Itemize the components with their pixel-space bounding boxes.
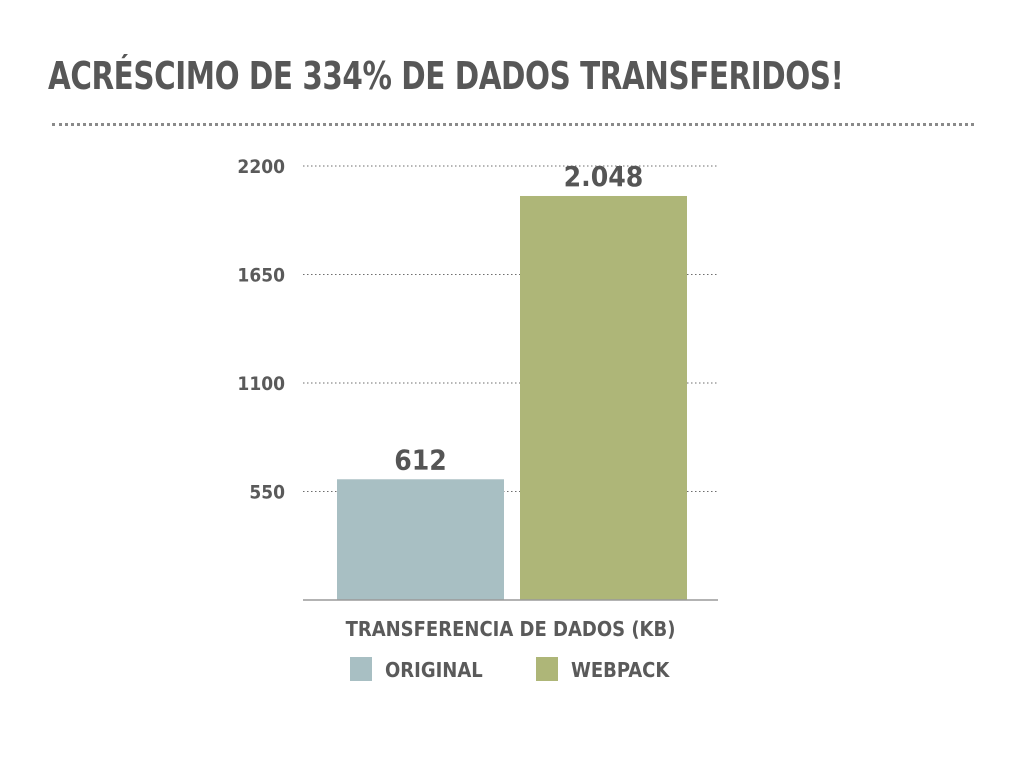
legend: ORIGINAL WEBPACK: [350, 657, 670, 682]
y-tick-label: 2200: [237, 156, 285, 178]
y-tick-label: 1650: [237, 265, 285, 287]
legend-label-webpack: WEBPACK: [571, 658, 670, 682]
legend-swatch-webpack: [536, 657, 558, 681]
y-tick-label: 550: [249, 482, 285, 504]
y-tick-label: 1100: [237, 373, 285, 395]
data-label-webpack: 2.048: [564, 160, 644, 193]
data-label-original: 612: [394, 443, 447, 476]
y-axis-ticks: 550 1100 1650 2200: [237, 156, 285, 504]
x-axis-label: TRANSFERENCIA DE DADOS (KB): [346, 617, 676, 641]
title-divider: [52, 123, 974, 126]
legend-swatch-original: [350, 657, 372, 681]
bars: 612 2.048: [337, 160, 687, 600]
bar-webpack: [520, 195, 687, 600]
bar-original: [337, 479, 504, 600]
legend-label-original: ORIGINAL: [385, 658, 483, 682]
slide-title: ACRÉSCIMO DE 334% DE DADOS TRANSFERIDOS!: [48, 54, 844, 98]
